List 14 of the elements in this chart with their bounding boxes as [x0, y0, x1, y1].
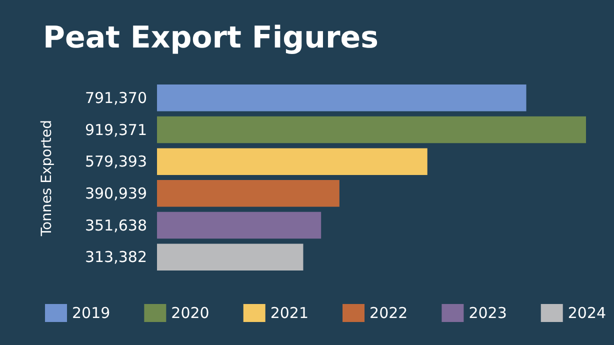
legend-label: 2022 [370, 304, 408, 322]
data-label: 313,382 [84, 248, 147, 266]
text: Tonnes Exported [39, 120, 55, 238]
legend-label: 2021 [270, 304, 309, 322]
data-label: 919,371 [84, 120, 147, 139]
legend-label: 2024 [568, 304, 606, 322]
legend-label: 2019 [72, 304, 110, 322]
data-label: 390,939 [84, 184, 147, 202]
data-label: 579,393 [84, 152, 147, 171]
legend-label: 2023 [468, 304, 507, 322]
chart-title: Peat Export Figures [43, 20, 378, 56]
legend-label: 2020 [171, 304, 210, 322]
data-label: 791,370 [84, 88, 147, 107]
data-label: 351,638 [84, 216, 147, 234]
